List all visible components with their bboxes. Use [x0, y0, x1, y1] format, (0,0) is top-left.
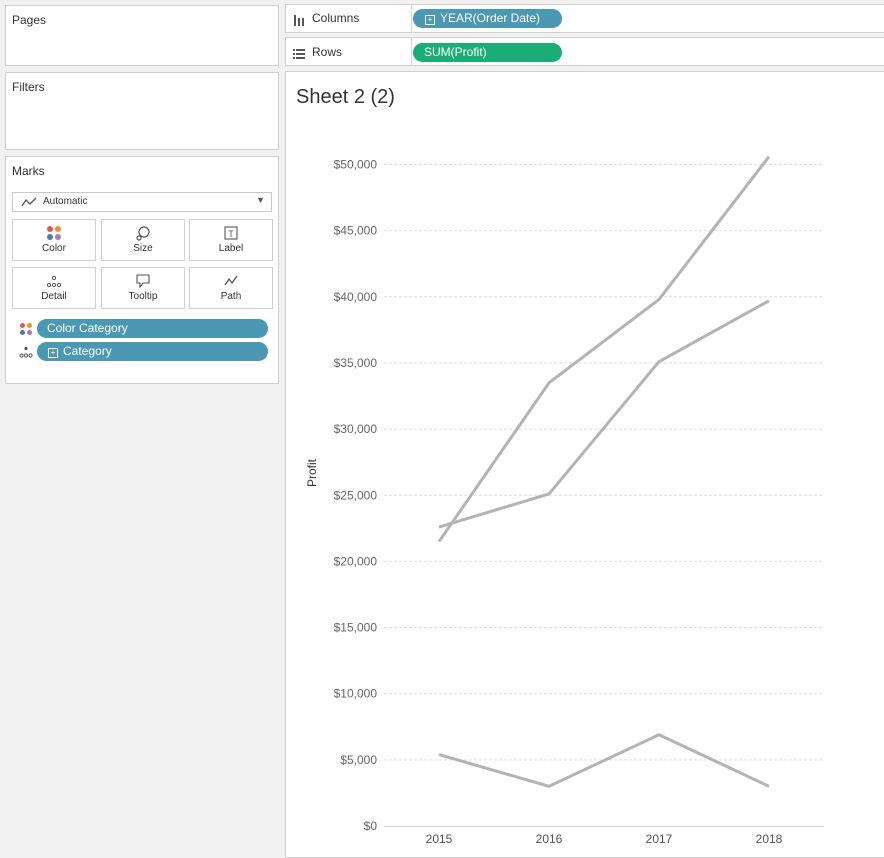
filters-title: Filters — [12, 80, 45, 94]
color-icon — [13, 225, 95, 241]
path-button-label: Path — [220, 291, 242, 302]
size-button[interactable]: Size — [101, 219, 185, 261]
tooltip-icon — [102, 273, 184, 289]
color-dots-icon — [19, 322, 33, 341]
sum-profit-pill-label: SUM(Profit) — [424, 45, 487, 59]
detail-button-label: Detail — [41, 291, 67, 302]
detail-icon — [13, 273, 95, 289]
size-button-label: Size — [133, 243, 153, 254]
pages-card[interactable]: Pages — [5, 5, 279, 66]
sheet-title: Sheet 2 (2) — [296, 86, 395, 108]
sum-profit-pill[interactable]: SUM(Profit) — [413, 43, 562, 62]
category-pill[interactable]: + Category — [37, 342, 268, 361]
shelf-divider — [411, 38, 412, 66]
expand-plus-icon[interactable]: + — [48, 348, 58, 358]
svg-text:T: T — [228, 229, 234, 239]
size-icon — [102, 225, 184, 241]
expand-plus-icon[interactable]: + — [425, 15, 435, 25]
columns-shelf: Columns + YEAR(Order Date) — [285, 4, 884, 33]
pages-title: Pages — [12, 13, 47, 27]
worksheet-view[interactable] — [285, 71, 884, 858]
columns-label: Columns — [312, 11, 360, 25]
detail-button[interactable]: Detail — [12, 267, 96, 309]
year-order-date-pill[interactable]: + YEAR(Order Date) — [413, 9, 562, 28]
label-button-label: Label — [218, 243, 244, 254]
label-button[interactable]: T Label — [189, 219, 273, 261]
color-button-label: Color — [42, 243, 66, 254]
label-icon: T — [190, 225, 272, 241]
filters-card[interactable]: Filters — [5, 72, 279, 150]
chevron-down-icon: ▼ — [256, 195, 265, 205]
tooltip-button[interactable]: Tooltip — [101, 267, 185, 309]
color-button[interactable]: Color — [12, 219, 96, 261]
rows-label: Rows — [312, 45, 343, 59]
path-icon — [190, 273, 272, 289]
color-category-pill-label: Color Category — [47, 321, 128, 335]
marks-card: Marks Automatic ▼ Color Size — [5, 156, 279, 384]
columns-icon — [293, 13, 305, 31]
tooltip-button-label: Tooltip — [128, 291, 158, 302]
line-mark-icon — [21, 196, 37, 211]
detail-dots-icon — [19, 345, 33, 364]
marks-title: Marks — [12, 164, 45, 178]
mark-type-label: Automatic — [43, 196, 88, 207]
category-pill-label: Category — [63, 344, 112, 358]
path-button[interactable]: Path — [189, 267, 273, 309]
rows-shelf: Rows SUM(Profit) — [285, 37, 884, 66]
shelf-divider — [411, 5, 412, 33]
mark-type-dropdown[interactable]: Automatic ▼ — [12, 192, 272, 212]
year-order-date-pill-label: YEAR(Order Date) — [440, 11, 541, 25]
rows-icon — [293, 46, 305, 64]
color-category-pill[interactable]: Color Category — [37, 319, 268, 338]
